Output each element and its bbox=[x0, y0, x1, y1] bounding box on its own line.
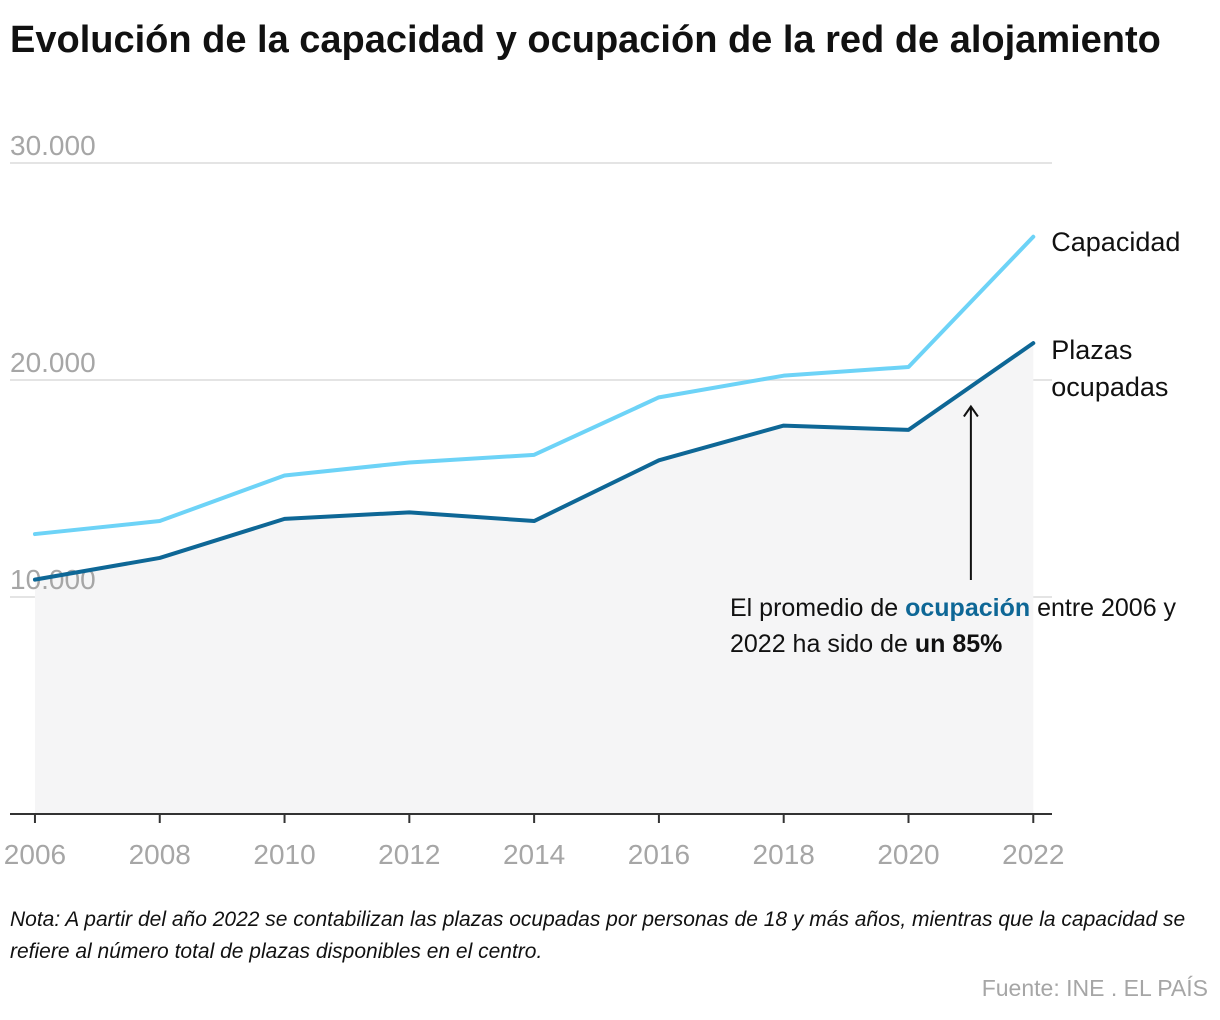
x-tick-label: 2016 bbox=[628, 839, 690, 870]
y-tick-label: 30.000 bbox=[10, 130, 96, 161]
series-label-capacidad: Capacidad bbox=[1051, 227, 1180, 257]
series-line-plazas-ocupadas bbox=[32, 341, 1036, 582]
x-tick-label: 2014 bbox=[503, 839, 565, 870]
x-tick-label: 2008 bbox=[129, 839, 191, 870]
x-tick-label: 2006 bbox=[4, 839, 66, 870]
annotation-part1: El promedio de bbox=[730, 594, 906, 622]
annotation-arrow bbox=[963, 404, 979, 580]
annotation-part2: entre 2006 y 2022 ha sido de bbox=[730, 594, 1177, 658]
chart-title: Evolución de la capacidad y ocupación de… bbox=[10, 19, 1161, 61]
series-label-ocupadas-line2: ocupadas bbox=[1051, 372, 1168, 402]
y-axis-ticks: 10.000 20.000 30.000 bbox=[10, 130, 96, 595]
x-tick-label: 2020 bbox=[877, 839, 939, 870]
ocupadas-area bbox=[34, 343, 1034, 814]
series-label-ocupadas-line1: Plazas bbox=[1051, 335, 1132, 365]
annotation-highlight: ocupación bbox=[905, 594, 1031, 622]
x-tick-label: 2012 bbox=[378, 839, 440, 870]
x-axis-ticks: 2006 2008 2010 2012 2014 2016 2018 2020 2022 bbox=[4, 814, 1064, 870]
annotation-bold: un 85% bbox=[914, 630, 1003, 658]
series-line-capacidad bbox=[32, 234, 1036, 537]
x-tick-label: 2022 bbox=[1002, 839, 1064, 870]
source-credit: Fuente: INE . EL PAÍS bbox=[981, 975, 1208, 1001]
x-tick-label: 2018 bbox=[753, 839, 815, 870]
x-tick-label: 2010 bbox=[253, 839, 315, 870]
series-lines bbox=[32, 234, 1036, 582]
y-tick-label: 20.000 bbox=[10, 347, 96, 378]
footnote: Nota: A partir del año 2022 se contabili… bbox=[10, 908, 1186, 963]
y-tick-label: 10.000 bbox=[10, 564, 96, 595]
arrow-head bbox=[963, 404, 979, 418]
annotation-text: El promedio de ocupación entre 2006 y 20… bbox=[730, 590, 1190, 662]
